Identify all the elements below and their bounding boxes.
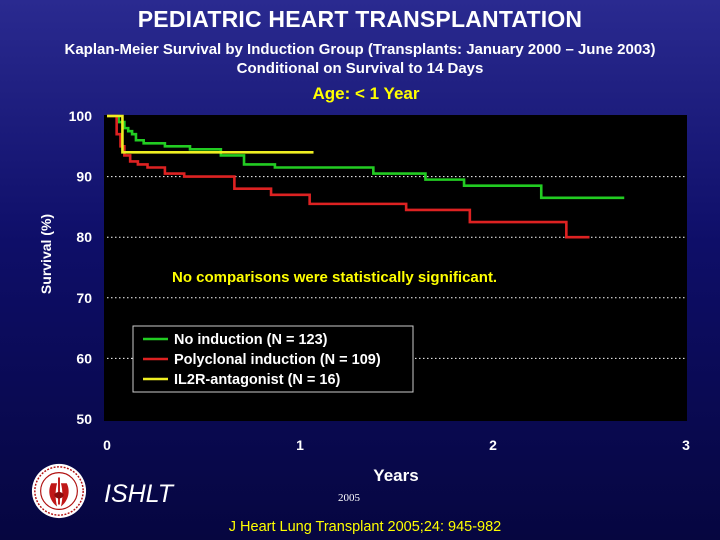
legend-box (132, 325, 414, 393)
series-line-3 (107, 114, 314, 154)
x-axis-label: Years (373, 466, 419, 485)
age-group-label: Age: < 1 Year (312, 84, 420, 103)
legend-label-3: IL2R-antagonist (N = 16) (174, 372, 341, 388)
y-tick-label-90: 90 (76, 169, 92, 185)
axes: 50 60 70 80 90 100 0 1 2 3 (69, 108, 690, 453)
significance-annotation: No comparisons were statistically signif… (172, 269, 497, 286)
y-tick-label-100: 100 (69, 108, 93, 124)
legend-label-1: No induction (N = 123) (174, 332, 328, 348)
legend-label-2: Polyclonal induction (N = 109) (174, 352, 381, 368)
subtitle-line-2: Conditional on Survival to 14 Days (236, 60, 484, 77)
y-tick-label-70: 70 (76, 290, 92, 306)
chart-title: PEDIATRIC HEART TRANSPLANTATION (137, 6, 583, 32)
citation: J Heart Lung Transplant 2005;24: 945-982 (228, 519, 502, 535)
ishlt-label: ISHLT (104, 480, 173, 508)
x-tick-label-2: 2 (489, 437, 497, 453)
y-tick-label-60: 60 (76, 350, 92, 366)
ishlt-seal-logo (31, 463, 87, 519)
x-tick-label-3: 3 (682, 437, 690, 453)
legend: No induction (N = 123) Polyclonal inducti… (132, 325, 414, 393)
subtitle-line-1: Kaplan-Meier Survival by Induction Group… (64, 41, 656, 58)
series-line-1 (107, 114, 625, 200)
y-tick-label-80: 80 (76, 229, 92, 245)
x-tick-label-0: 0 (103, 437, 111, 453)
chart-subtitle: Kaplan-Meier Survival by Induction Group… (0, 40, 720, 78)
x-tick-label-1: 1 (296, 437, 304, 453)
footer-year: 2005 (338, 492, 360, 504)
y-tick-label-50: 50 (76, 411, 92, 427)
series-group (107, 114, 625, 239)
